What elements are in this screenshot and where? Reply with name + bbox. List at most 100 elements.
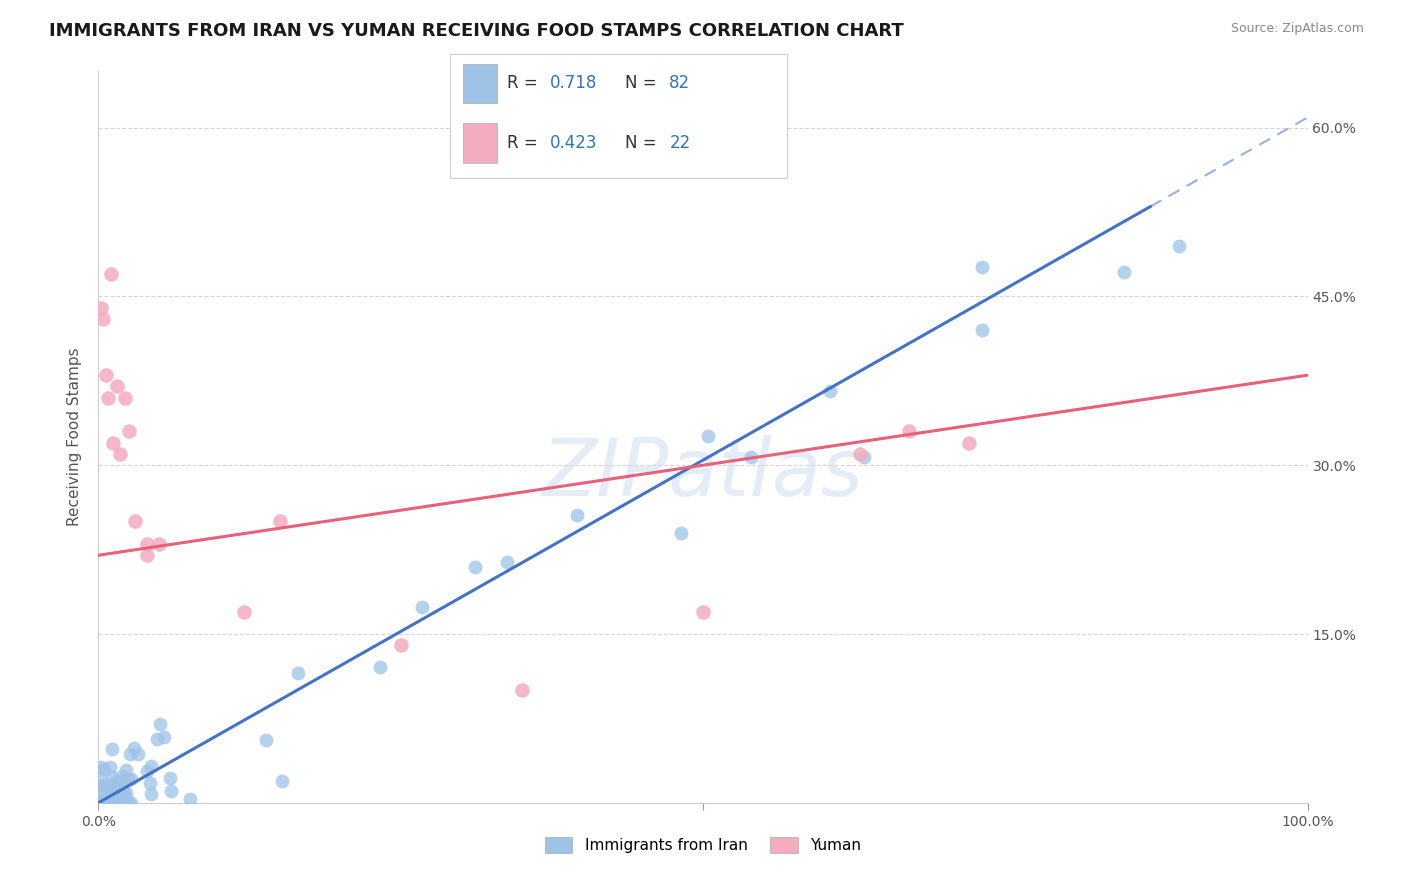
Point [98, 760, 121, 774]
Point [105, 379, 128, 393]
Point [87, 792, 110, 806]
Point [740, 450, 762, 464]
Point [111, 796, 134, 810]
Bar [464, 63, 498, 103]
Point [94, 368, 117, 383]
Point [93, 762, 115, 776]
Point [120, 772, 142, 786]
Point [1112, 265, 1135, 279]
Point [100, 796, 122, 810]
Point [139, 759, 162, 773]
Point [96, 778, 118, 792]
Point [101, 435, 124, 450]
Point [101, 742, 124, 756]
Bar [464, 123, 498, 163]
Point [254, 733, 277, 747]
Point [93, 784, 115, 798]
Point [149, 717, 172, 731]
Point [127, 747, 149, 761]
Point [287, 666, 309, 681]
Point [135, 537, 157, 551]
Point [120, 747, 142, 761]
Point [669, 525, 692, 540]
Point [115, 763, 138, 777]
Point [89, 760, 111, 774]
Legend: Immigrants from Iran, Yuman: Immigrants from Iran, Yuman [537, 830, 869, 861]
Point [93, 796, 115, 810]
Point [972, 260, 994, 274]
Point [159, 772, 181, 786]
Point [270, 774, 292, 789]
Point [179, 792, 201, 806]
Point [101, 770, 124, 784]
Point [411, 599, 433, 614]
Point [90, 301, 112, 315]
Point [100, 791, 122, 805]
Point [89, 793, 111, 807]
Point [105, 774, 128, 789]
Point [108, 447, 131, 461]
Point [496, 555, 519, 569]
Point [897, 425, 920, 439]
Point [97, 391, 120, 405]
Point [104, 776, 127, 790]
Point [94, 778, 117, 792]
Point [103, 796, 125, 810]
Point [124, 515, 146, 529]
Point [89, 796, 111, 810]
Point [972, 323, 994, 337]
Point [117, 796, 139, 810]
Point [852, 450, 875, 464]
Text: N =: N = [626, 135, 662, 153]
Point [100, 796, 122, 810]
Point [818, 384, 841, 399]
Point [510, 683, 533, 698]
Point [136, 764, 159, 779]
Point [565, 508, 588, 522]
Point [232, 605, 254, 619]
Text: 0.423: 0.423 [550, 135, 598, 153]
Point [114, 789, 136, 804]
Point [117, 772, 139, 786]
Point [139, 788, 162, 802]
Text: ZIPatlas: ZIPatlas [541, 434, 865, 513]
Point [97, 792, 120, 806]
Point [100, 267, 122, 281]
Text: Source: ZipAtlas.com: Source: ZipAtlas.com [1230, 22, 1364, 36]
Text: 82: 82 [669, 75, 690, 93]
Point [110, 773, 132, 788]
Point [269, 515, 291, 529]
Point [97, 796, 120, 810]
Text: 22: 22 [669, 135, 690, 153]
Point [112, 784, 135, 798]
Point [101, 796, 124, 810]
Y-axis label: Receiving Food Stamps: Receiving Food Stamps [67, 348, 83, 526]
Point [87, 796, 110, 810]
Point [91, 312, 114, 326]
Point [135, 548, 157, 562]
Point [368, 659, 391, 673]
Text: N =: N = [626, 75, 662, 93]
Point [94, 796, 117, 810]
Point [122, 741, 145, 756]
Point [1167, 239, 1189, 253]
Point [957, 435, 980, 450]
Point [101, 796, 124, 810]
Point [114, 391, 136, 405]
Point [112, 775, 135, 789]
Point [90, 779, 112, 793]
Text: IMMIGRANTS FROM IRAN VS YUMAN RECEIVING FOOD STAMPS CORRELATION CHART: IMMIGRANTS FROM IRAN VS YUMAN RECEIVING … [49, 22, 904, 40]
Point [152, 730, 174, 744]
Point [104, 792, 127, 806]
Point [103, 790, 125, 805]
Point [94, 796, 117, 810]
Text: R =: R = [508, 75, 543, 93]
Point [97, 791, 120, 805]
Point [139, 776, 162, 790]
Point [89, 771, 111, 785]
Point [107, 782, 129, 797]
Point [98, 796, 121, 810]
Point [97, 794, 120, 808]
Point [389, 638, 412, 652]
Point [464, 560, 486, 574]
